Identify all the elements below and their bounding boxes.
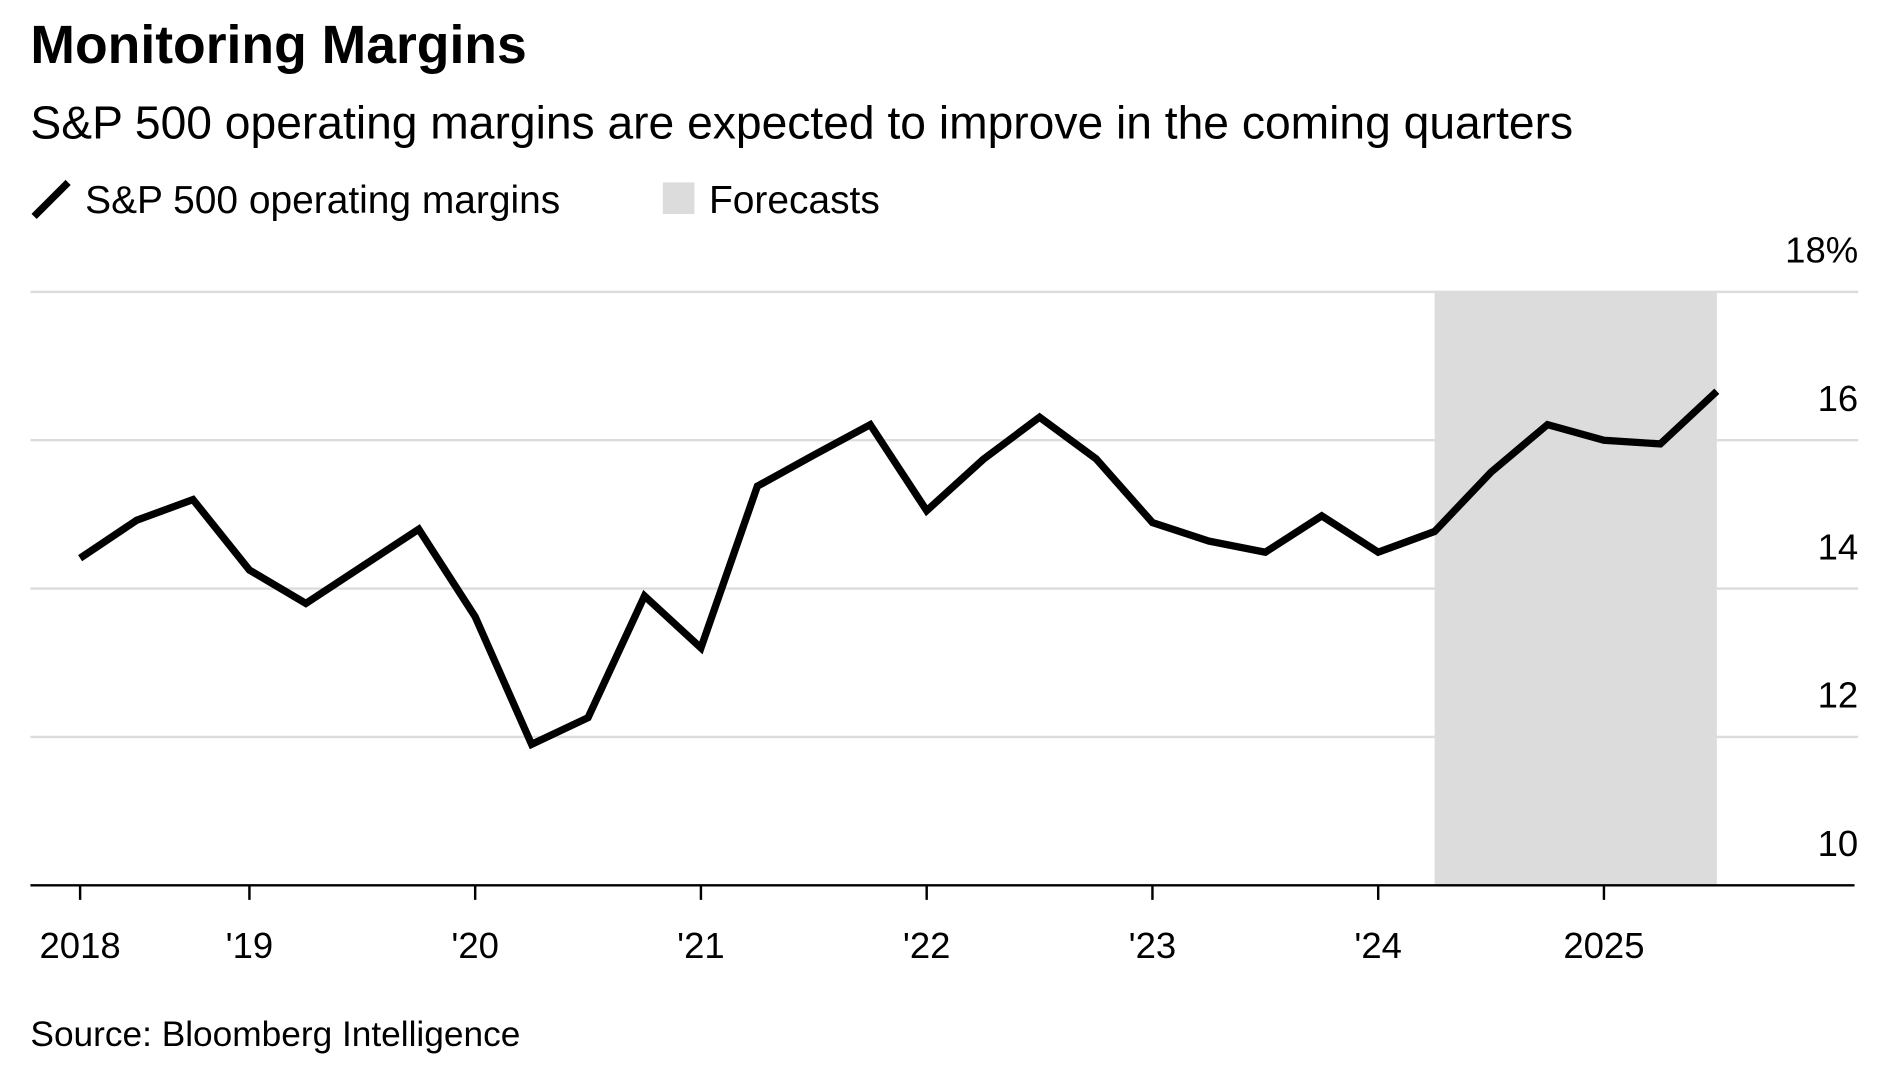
y-tick-label: 14 [1818, 526, 1859, 567]
series-line [78, 388, 1720, 750]
chart-subtitle: S&P 500 operating margins are expected t… [30, 97, 1573, 149]
legend-line [31, 179, 71, 220]
legend-label: Forecasts [709, 179, 880, 222]
x-tick-label: '20 [451, 925, 499, 966]
x-tick-label: 2018 [40, 925, 121, 966]
chart-title: Monitoring Margins [30, 16, 526, 75]
y-tick-label: 16 [1818, 378, 1859, 419]
x-tick-label: '19 [226, 925, 274, 966]
x-tick-label: '21 [677, 925, 725, 966]
legend-label: S&P 500 operating margins [85, 179, 560, 222]
x-tick-label: 2025 [1563, 925, 1644, 966]
x-tick-label: '22 [903, 925, 951, 966]
y-tick-label: 10 [1818, 823, 1859, 864]
y-tick-label: 18% [1785, 230, 1858, 271]
source: Source: Bloomberg Intelligence [30, 1015, 520, 1054]
legend-swatch [662, 182, 695, 215]
x-tick-label: '23 [1129, 925, 1177, 966]
y-tick-label: 12 [1818, 675, 1859, 716]
x-tick-label: '24 [1354, 925, 1402, 966]
